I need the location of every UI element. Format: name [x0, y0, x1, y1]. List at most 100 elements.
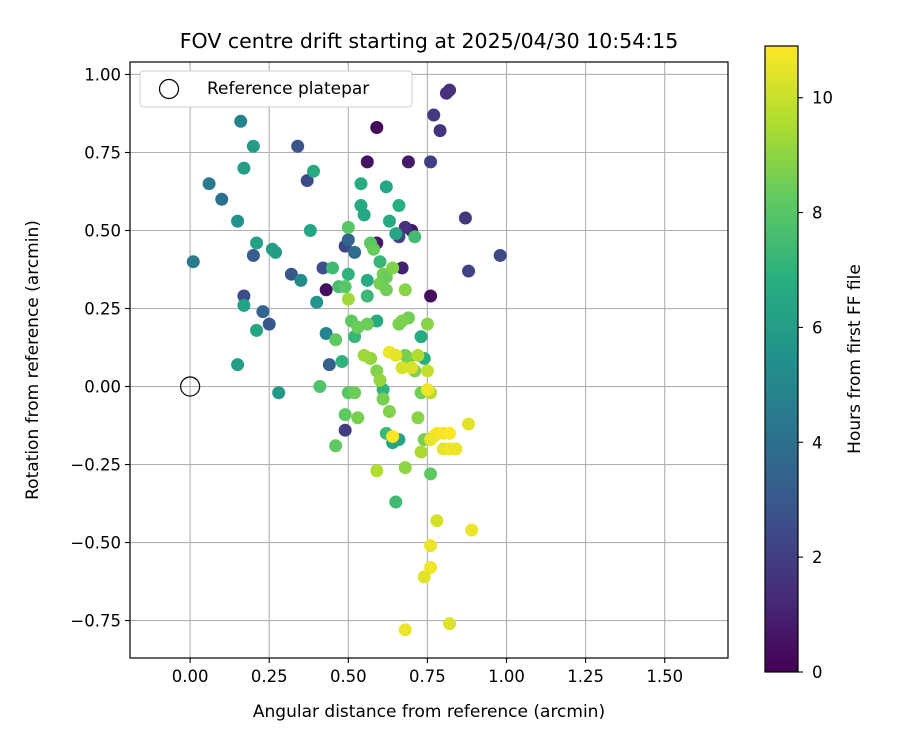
- colorbar-tick-label: 0: [812, 663, 823, 682]
- scatter-point: [420, 364, 434, 378]
- scatter-point: [322, 358, 336, 372]
- scatter-point: [379, 180, 393, 194]
- scatter-point: [386, 261, 400, 275]
- scatter-point: [411, 411, 425, 425]
- y-tick-label: 0.75: [84, 143, 121, 162]
- scatter-point: [269, 245, 283, 259]
- scatter-point: [389, 348, 403, 362]
- scatter-point: [386, 429, 400, 443]
- scatter-point: [395, 261, 409, 275]
- scatter-point: [234, 114, 248, 128]
- scatter-point: [316, 261, 330, 275]
- scatter-point: [411, 348, 425, 362]
- scatter-point: [458, 211, 472, 225]
- legend-box: [139, 70, 413, 108]
- scatter-point: [329, 439, 343, 453]
- scatter-point: [373, 373, 387, 387]
- scatter-point: [231, 214, 245, 228]
- scatter-point: [370, 464, 384, 478]
- scatter-point: [433, 124, 447, 138]
- x-tick-label: 0.25: [251, 667, 288, 686]
- plot-frame: [129, 61, 729, 659]
- scatter-point: [250, 323, 264, 337]
- scatter-point: [329, 333, 343, 347]
- scatter-point: [338, 280, 352, 294]
- scatter-point: [443, 83, 457, 97]
- legend-reference-marker: [158, 78, 180, 100]
- scatter-point: [341, 220, 355, 234]
- scatter-point: [376, 392, 390, 406]
- scatter-point: [398, 461, 412, 475]
- colorbar-ticks: 0 2 4 6 8 10: [798, 89, 833, 682]
- scatter-point: [341, 233, 355, 247]
- x-tick-label: 1.00: [488, 667, 525, 686]
- scatter-point: [401, 155, 415, 169]
- scatter-point: [303, 224, 317, 238]
- x-axis-label: Angular distance from reference (arcmin): [253, 702, 605, 722]
- scatter-point: [237, 161, 251, 175]
- colorbar-tick-label: 8: [812, 204, 823, 223]
- y-axis-ticks: −0.75 −0.50 −0.25 0.00 0.25 0.50 0.75 1.00: [70, 65, 130, 631]
- legend: Reference platepar: [139, 70, 413, 108]
- scatter-point: [360, 273, 374, 287]
- scatter-point: [357, 208, 371, 222]
- scatter-point: [443, 426, 457, 440]
- scatter-point: [405, 361, 419, 375]
- colorbar-tick-label: 10: [812, 89, 833, 108]
- reference-platepar-marker: [180, 376, 201, 397]
- scatter-point: [379, 283, 393, 297]
- scatter-point: [348, 245, 362, 259]
- scatter-point: [493, 248, 507, 262]
- scatter-point: [379, 270, 393, 284]
- colorbar-label: Hours from first FF file: [845, 264, 865, 454]
- scatter-point: [424, 539, 438, 553]
- x-tick-label: 0.50: [330, 667, 367, 686]
- y-tick-label: −0.75: [70, 612, 121, 631]
- colorbar-tick-label: 4: [812, 433, 823, 452]
- y-tick-label: 0.00: [84, 378, 121, 397]
- scatter-point: [449, 442, 463, 456]
- scatter-point: [424, 289, 438, 303]
- scatter-point: [250, 236, 264, 250]
- legend-entry-reference-platepar: Reference platepar: [207, 79, 369, 99]
- scatter-point: [307, 164, 321, 178]
- scatter-point: [319, 283, 333, 297]
- scatter-point: [389, 495, 403, 509]
- scatter-point: [443, 617, 457, 631]
- scatter-point: [430, 514, 444, 528]
- scatter-point: [351, 411, 365, 425]
- scatter-point: [262, 317, 276, 331]
- scatter-point: [424, 467, 438, 481]
- reference-marker-layer: [180, 376, 201, 397]
- scatter-point: [414, 330, 428, 344]
- scatter-point: [246, 139, 260, 153]
- scatter-point: [382, 214, 396, 228]
- scatter-point: [231, 358, 245, 372]
- y-tick-label: −0.25: [70, 456, 121, 475]
- colorbar-tick-label: 2: [812, 548, 823, 567]
- scatter-point: [357, 348, 371, 362]
- scatter-point: [348, 386, 362, 400]
- scatter-point: [284, 267, 298, 281]
- scatter-point: [382, 404, 396, 418]
- scatter-point: [338, 423, 352, 437]
- scatter-point: [256, 305, 270, 319]
- x-tick-label: 1.50: [646, 667, 683, 686]
- scatter-point: [360, 155, 374, 169]
- scatter-point: [373, 255, 387, 269]
- scatter-points: [186, 83, 507, 637]
- colorbar-gradient: [764, 45, 799, 673]
- scatter-point: [462, 417, 476, 431]
- scatter-point: [392, 317, 406, 331]
- scatter-point: [398, 283, 412, 297]
- scatter-point: [414, 445, 428, 459]
- scatter-point: [186, 255, 200, 269]
- scatter-point: [246, 248, 260, 262]
- scatter-point: [424, 155, 438, 169]
- y-axis-label: Rotation from reference (arcmin): [23, 220, 43, 500]
- scatter-point: [341, 292, 355, 306]
- scatter-point: [354, 177, 368, 191]
- scatter-point: [420, 317, 434, 331]
- scatter-point: [341, 267, 355, 281]
- scatter-point: [237, 289, 251, 303]
